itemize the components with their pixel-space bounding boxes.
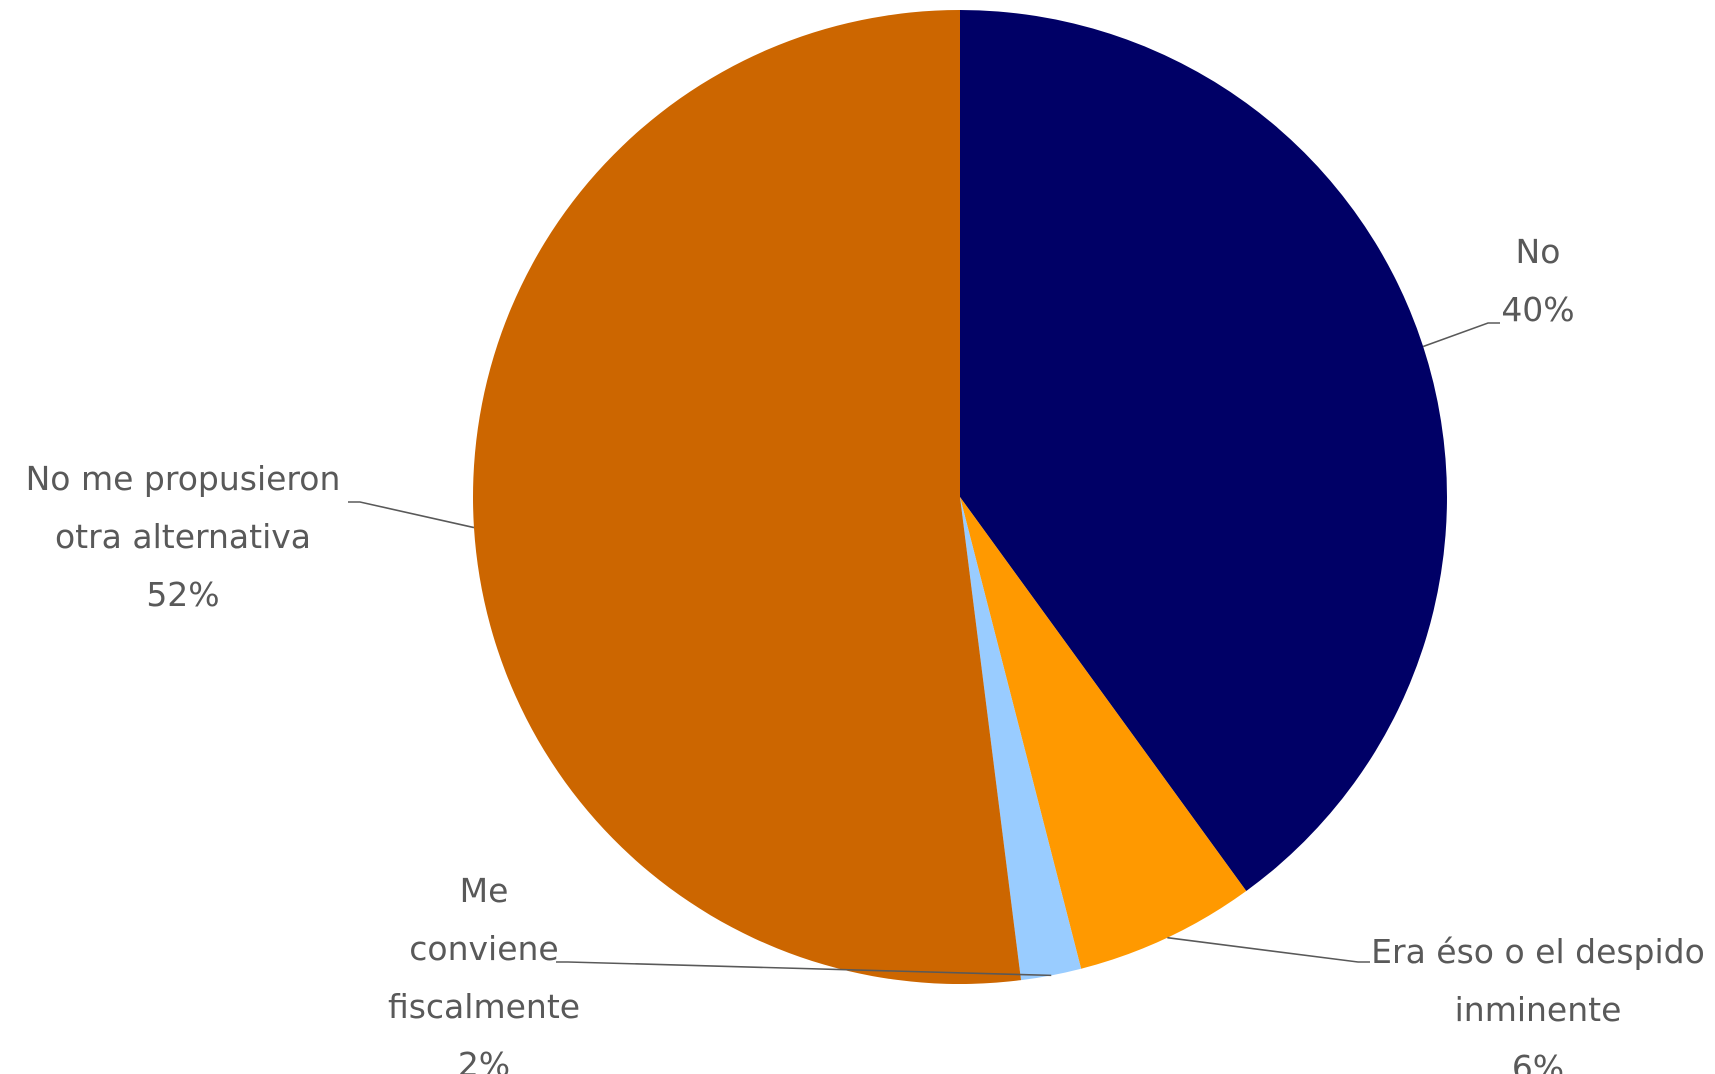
data-label-me-conviene-fiscalmente: Me conviene fiscalmente 2% (388, 871, 580, 1074)
data-label-value: 52% (146, 575, 219, 614)
data-label-no-me-propusieron-otra-alternativa: No me propusieron otra alternativa 52% (26, 459, 341, 614)
data-label-era-eso-o-el-despido-inminente: Era éso o el despido inminente 6% (1371, 932, 1705, 1074)
data-label-value: 40% (1501, 290, 1574, 329)
data-label-category: inminente (1455, 990, 1622, 1029)
leader-line-no (1422, 322, 1500, 348)
leader-line-me-conviene-fiscalmente (556, 961, 1052, 977)
data-labels: No 40% Era éso o el despido inminente 6% Me co… (26, 232, 1705, 1074)
data-label-no: No 40% (1501, 232, 1574, 329)
data-label-value: 6% (1512, 1048, 1564, 1074)
leader-line-era-eso-o-el-despido-inminente (1167, 936, 1370, 963)
data-label-category: No (1516, 232, 1561, 271)
data-label-category: Me (460, 871, 509, 910)
pie-slices (473, 10, 1447, 984)
leader-line-no-me-propusieron-otra-alternativa (348, 501, 475, 529)
leader-lines (348, 322, 1500, 977)
pie-slice-era-eso-o-el-despido-inminente (960, 497, 1247, 969)
pie-slice-no-me-propusieron-otra-alternativa (473, 10, 1022, 984)
data-label-category: Era éso o el despido (1371, 932, 1705, 971)
data-label-category: conviene (409, 929, 558, 968)
data-label-value: 2% (458, 1045, 510, 1074)
data-label-category: fiscalmente (388, 987, 580, 1026)
pie-slice-me-conviene-fiscalmente (960, 497, 1082, 981)
data-label-category: No me propusieron (26, 459, 341, 498)
pie-slice-no (960, 10, 1447, 891)
data-label-category: otra alternativa (55, 517, 311, 556)
